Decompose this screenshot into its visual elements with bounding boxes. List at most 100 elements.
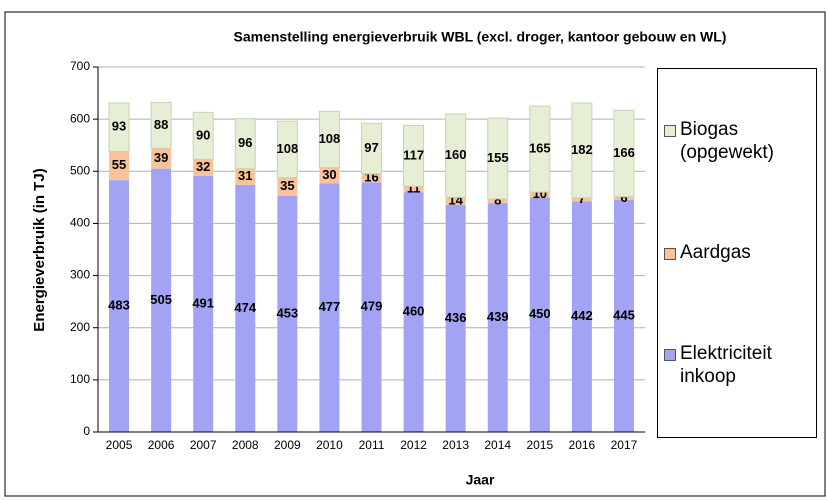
bar-segment: [193, 175, 214, 432]
bar-segment: [529, 192, 550, 198]
bar-segment: [109, 180, 130, 432]
x-tick-label: 2011: [359, 438, 385, 452]
bar-segment: [613, 109, 635, 198]
bar-segment: [403, 192, 424, 432]
legend-swatch: [664, 124, 676, 137]
data-label: 450: [529, 306, 551, 321]
x-tick-label: 2013: [442, 438, 469, 452]
bar-segment: [277, 195, 298, 432]
x-tick-label: 2017: [611, 438, 638, 452]
bar-segment: [277, 177, 298, 196]
bar-segment: [319, 183, 340, 432]
x-tick-label: 2009: [274, 438, 301, 452]
bar-segment: [487, 117, 509, 200]
data-label: 439: [487, 309, 509, 324]
bar-segment: [487, 198, 508, 204]
y-tick-label: 100: [70, 372, 90, 386]
x-tick-label: 2008: [232, 438, 259, 452]
x-tick-label: 2016: [569, 438, 596, 452]
data-label: 30: [322, 167, 336, 182]
data-label: 483: [108, 298, 130, 313]
legend-label: Elektriciteit inkoop: [680, 343, 772, 388]
x-tick-label: 2010: [316, 438, 343, 452]
bar-segment: [319, 167, 340, 184]
data-label: 477: [319, 299, 341, 314]
y-tick-label: 0: [83, 424, 90, 438]
data-label: 35: [280, 178, 294, 193]
bar-segment: [276, 120, 298, 179]
data-label: 32: [196, 159, 210, 174]
data-label: 8: [494, 192, 501, 207]
data-label: 108: [319, 131, 341, 146]
bar-segment: [403, 186, 424, 193]
bar-segment: [151, 148, 172, 169]
y-tick-label: 500: [70, 163, 90, 177]
data-label: 165: [529, 141, 551, 156]
bar-segment: [109, 151, 130, 181]
data-label: 7: [578, 191, 585, 206]
bar-segment: [529, 105, 551, 193]
bar-segment: [361, 173, 382, 183]
x-tick-label: 2007: [190, 438, 217, 452]
y-tick-label: 400: [70, 216, 90, 230]
data-label: 445: [613, 307, 635, 322]
bar-segment: [613, 196, 634, 200]
y-tick-label: 300: [70, 268, 90, 282]
x-tick-label: 2005: [106, 438, 133, 452]
data-label: 505: [150, 292, 172, 307]
bar-segment: [192, 111, 214, 160]
data-label: 436: [445, 310, 467, 325]
data-label: 442: [571, 308, 593, 323]
data-label: 155: [487, 150, 509, 165]
data-label: 460: [403, 304, 425, 319]
bar-segment: [108, 102, 130, 152]
data-label: 93: [112, 119, 126, 134]
data-label: 491: [192, 295, 214, 310]
bar-segment: [445, 113, 467, 198]
legend-item: Biogas (opgewekt): [664, 118, 810, 164]
bar-segment: [318, 110, 340, 169]
x-tick-label: 2006: [148, 438, 175, 452]
bar-segment: [361, 122, 382, 175]
data-label: 479: [361, 299, 383, 314]
data-label: 453: [276, 305, 298, 320]
bar-segment: [403, 124, 425, 187]
bar-segment: [613, 199, 634, 432]
bar-segment: [361, 182, 382, 432]
bar-segment: [445, 197, 466, 205]
legend-swatch: [664, 349, 676, 362]
bar-segment: [571, 102, 593, 199]
bar-segment: [571, 197, 592, 202]
data-label: 6: [620, 190, 627, 205]
y-tick-label: 700: [70, 59, 90, 73]
legend-item: Elektriciteit inkoop: [664, 342, 810, 388]
bar-segment: [529, 197, 550, 432]
data-label: 31: [238, 168, 252, 183]
data-label: 166: [613, 145, 635, 160]
bar-segment: [151, 168, 172, 432]
x-tick-label: 2012: [400, 438, 427, 452]
legend-label: Aardgas: [680, 242, 751, 264]
legend-item: Aardgas: [664, 241, 810, 264]
data-label: 117: [403, 147, 424, 162]
data-label: 97: [364, 140, 378, 155]
data-label: 474: [234, 300, 256, 315]
x-axis-label: Jaar: [466, 472, 495, 488]
legend-swatch: [664, 248, 676, 261]
bar-segment: [487, 203, 508, 432]
data-label: 55: [112, 157, 126, 172]
bar-segment: [150, 101, 172, 149]
y-tick-label: 200: [70, 320, 90, 334]
data-label: 88: [154, 117, 168, 132]
bar-segment: [235, 184, 256, 432]
legend-label: Biogas (opgewekt): [680, 118, 774, 163]
data-label: 96: [238, 135, 252, 150]
bar-segment: [445, 204, 466, 432]
x-tick-label: 2015: [526, 438, 553, 452]
bar-segment: [235, 168, 256, 185]
data-label: 39: [154, 150, 168, 165]
data-label: 182: [571, 142, 593, 157]
y-axis-label: Energieverbruik (in TJ): [31, 168, 48, 331]
